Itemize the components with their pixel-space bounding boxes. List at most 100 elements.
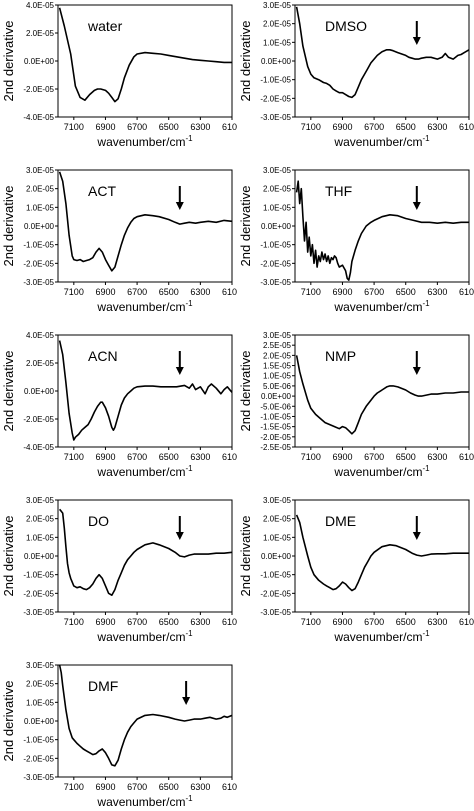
plot-frame <box>294 334 470 448</box>
y-tick-label: -3.0E-05 <box>23 608 54 617</box>
y-tick-label: 0.0E+00 <box>261 57 292 66</box>
y-tick-label: -1.0E-05 <box>260 241 291 250</box>
spectrum-line <box>58 340 233 441</box>
y-tick-label: 2.0E-05 <box>26 29 55 38</box>
y-tick-label: -2.0E-05 <box>23 415 54 424</box>
y-tick-label: 2.0E-05 <box>263 351 292 360</box>
y-tick-label: 1.0E-05 <box>26 533 55 542</box>
y-tick-label: 2.0E-05 <box>26 185 55 194</box>
spectrum-panel-do: 3.0E-05 2.0E-05 1.0E-05 0.0E+00 -1.0E-05 -2.0… <box>1 496 237 644</box>
x-tick-label: 7100 <box>64 782 84 792</box>
y-tick-label: -1.0E-05 <box>23 571 54 580</box>
y-tick-label: 2.5E-05 <box>263 341 292 350</box>
y-tick-label: 4.0E-05 <box>26 1 55 10</box>
spectrum-line <box>58 171 233 272</box>
y-tick-label: 0.0E+00 <box>24 552 55 561</box>
y-axis-label: 2nd derivative <box>1 516 16 597</box>
y-tick-label: 2.0E-05 <box>26 359 55 368</box>
arrow-down-icon <box>412 367 421 375</box>
spectrum-panel-act: 3.0E-05 2.0E-05 1.0E-05 0.0E+00 -1.0E-05 -2.0… <box>1 166 237 314</box>
y-tick-label: -2.0E-05 <box>23 259 54 268</box>
y-tick-label: 0.0E+00 <box>261 552 292 561</box>
x-tick-label: 6100 <box>222 782 237 792</box>
x-tick-label: 6500 <box>396 287 416 297</box>
spectrum-line <box>58 664 233 767</box>
x-tick-label: 6100 <box>459 452 474 462</box>
y-tick-label: -2.0E-05 <box>23 589 54 598</box>
solvent-label: ACN <box>88 348 118 364</box>
y-tick-label: -3.0E-05 <box>260 113 291 122</box>
y-tick-label: 2.0E-05 <box>26 680 55 689</box>
y-tick-label: -2.0E-05 <box>260 259 291 268</box>
spectrum-panel-dmf: 3.0E-05 2.0E-05 1.0E-05 0.0E+00 -1.0E-05 -2.0… <box>1 661 237 809</box>
x-tick-label: 6700 <box>127 617 147 627</box>
solvent-label: NMP <box>325 348 356 364</box>
x-tick-label: 7100 <box>64 452 84 462</box>
x-tick-label: 6700 <box>364 122 384 132</box>
arrow-down-icon <box>175 202 184 210</box>
plot-frame <box>294 169 470 283</box>
spectrum-line <box>58 7 232 103</box>
y-axis-label: 2nd derivative <box>238 351 253 432</box>
x-axis-label: wavenumber/cm-1 <box>333 629 430 644</box>
x-tick-label: 6500 <box>159 617 179 627</box>
y-tick-label: 3.0E-05 <box>26 661 55 670</box>
y-tick-label: 3.0E-05 <box>263 166 292 175</box>
x-tick-label: 6500 <box>396 122 416 132</box>
arrow-down-icon <box>412 37 421 45</box>
y-axis-label: 2nd derivative <box>238 516 253 597</box>
spectrum-panel-nmp: 3.0E-052.5E-052.0E-05 1.5E-051.0E-055.0E-… <box>238 331 474 479</box>
y-tick-label: 0.0E+00 <box>24 57 55 66</box>
x-tick-label: 7100 <box>64 122 84 132</box>
spectrum-panel-acn: 4.0E-05 2.0E-05 0.0E+00 -2.0E-05 -4.0E-05 710… <box>1 331 237 479</box>
x-tick-label: 6100 <box>459 287 474 297</box>
x-tick-label: 6500 <box>159 287 179 297</box>
y-tick-label: -1.5E-05 <box>260 423 291 432</box>
x-axis-label: wavenumber/cm-1 <box>333 464 430 479</box>
x-tick-label: 6700 <box>127 782 147 792</box>
y-axis-label: 2nd derivative <box>1 351 16 432</box>
spectrum-panel-thf: 3.0E-05 2.0E-05 1.0E-05 0.0E+00 -1.0E-05 -2.0… <box>238 166 474 314</box>
y-tick-label: 2.0E-05 <box>26 515 55 524</box>
spectrum-line <box>295 355 469 435</box>
plot-frame <box>57 664 233 778</box>
x-axis-label: wavenumber/cm-1 <box>96 794 193 809</box>
y-tick-label: 1.0E-05 <box>263 372 292 381</box>
y-tick-label: 5.0E-06 <box>263 382 292 391</box>
x-tick-label: 6300 <box>427 617 447 627</box>
x-tick-label: 6900 <box>332 617 352 627</box>
x-tick-label: 7100 <box>64 617 84 627</box>
y-tick-label: 3.0E-05 <box>26 166 55 175</box>
y-tick-label: 1.0E-05 <box>26 203 55 212</box>
x-tick-label: 6900 <box>332 452 352 462</box>
solvent-label: DO <box>88 513 109 529</box>
x-tick-label: 6500 <box>159 122 179 132</box>
x-tick-label: 7100 <box>301 452 321 462</box>
x-tick-label: 6900 <box>95 287 115 297</box>
y-tick-label: 1.0E-05 <box>263 38 292 47</box>
x-tick-label: 7100 <box>301 122 321 132</box>
x-tick-label: 6300 <box>427 452 447 462</box>
x-tick-label: 6300 <box>190 452 210 462</box>
arrow-down-icon <box>175 367 184 375</box>
y-tick-label: -1.0E-05 <box>260 76 291 85</box>
arrow-down-icon <box>182 697 191 705</box>
x-tick-label: 6700 <box>364 617 384 627</box>
y-tick-label: -4.0E-05 <box>23 443 54 452</box>
y-tick-label: -1.0E-05 <box>260 412 291 421</box>
x-tick-label: 6100 <box>222 122 237 132</box>
x-tick-label: 6900 <box>95 122 115 132</box>
x-tick-label: 7100 <box>64 287 84 297</box>
y-tick-label: 2.0E-05 <box>263 515 292 524</box>
y-tick-label: -4.0E-05 <box>23 113 54 122</box>
y-axis-label: 2nd derivative <box>238 186 253 267</box>
x-tick-label: 6900 <box>332 122 352 132</box>
arrow-down-icon <box>412 202 421 210</box>
x-tick-label: 6900 <box>332 287 352 297</box>
x-tick-label: 6900 <box>95 782 115 792</box>
y-tick-label: 2.0E-05 <box>263 185 292 194</box>
y-tick-label: 0.0E+00 <box>24 222 55 231</box>
plot-frame <box>294 4 470 118</box>
y-tick-label: 1.0E-05 <box>263 203 292 212</box>
y-tick-label: -5.0E-06 <box>260 402 291 411</box>
